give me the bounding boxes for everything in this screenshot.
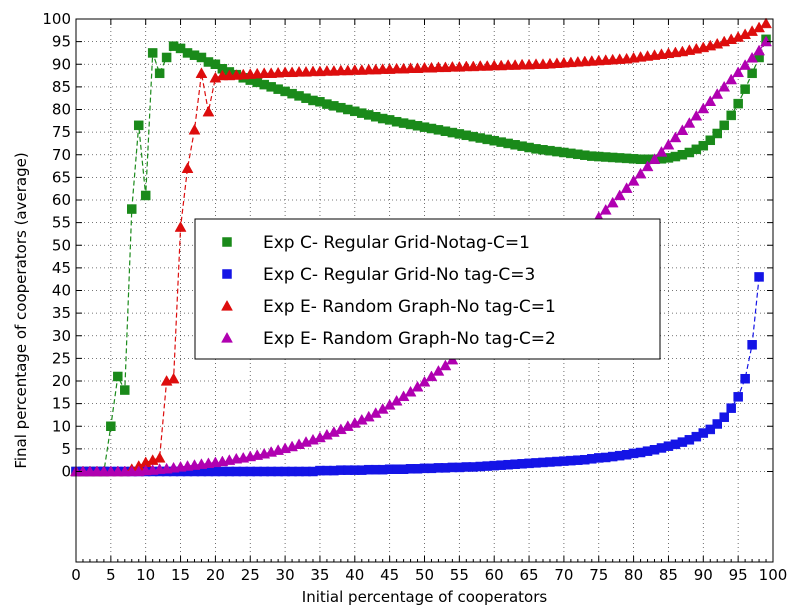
legend-marker-2 [223, 270, 232, 279]
x-tick-label: 5 [106, 566, 116, 584]
series-2-point [741, 374, 750, 383]
legend: Exp C- Regular Grid-Notag-C=1 Exp C- Regu… [195, 219, 660, 359]
x-tick-label: 50 [415, 566, 434, 584]
series-1-point [141, 191, 150, 200]
series-1-point [120, 386, 129, 395]
series-1-point [106, 422, 115, 431]
series-3-point [175, 222, 186, 232]
x-tick-label: 45 [380, 566, 399, 584]
y-tick-label: 15 [52, 395, 71, 413]
series-2-point [748, 340, 757, 349]
y-tick-label: 95 [52, 33, 71, 51]
series-3-point [182, 163, 193, 173]
series-2-point [720, 413, 729, 422]
x-tick-label: 60 [485, 566, 504, 584]
series-1-point [127, 205, 136, 214]
y-tick-label: 80 [52, 101, 71, 119]
y-tick-label: 30 [52, 327, 71, 345]
y-tick-label: 20 [52, 372, 71, 390]
series-3-point [189, 124, 200, 134]
y-tick-label: 40 [52, 282, 71, 300]
x-tick-label: 90 [694, 566, 713, 584]
series-1-point [134, 121, 143, 130]
y-tick-label: 90 [52, 55, 71, 73]
x-tick-label: 30 [276, 566, 295, 584]
x-tick-label: 95 [729, 566, 748, 584]
series-1-point [727, 111, 736, 120]
series-1-point [748, 69, 757, 78]
x-tick-label: 75 [589, 566, 608, 584]
x-tick-label: 65 [520, 566, 539, 584]
legend-label-2: Exp C- Regular Grid-No tag-C=3 [263, 265, 535, 285]
series-2-point [727, 404, 736, 413]
x-tick-label: 80 [624, 566, 643, 584]
x-tick-label: 0 [71, 566, 81, 584]
x-tick-label: 55 [450, 566, 469, 584]
series-1-point [155, 69, 164, 78]
series-1-point [713, 129, 722, 138]
y-tick-label: 45 [52, 259, 71, 277]
series-1-point [162, 53, 171, 62]
series-2-point [734, 392, 743, 401]
legend-label-3: Exp E- Random Graph-No tag-C=1 [263, 297, 556, 317]
y-tick-label: 50 [52, 236, 71, 254]
y-tick-label: 85 [52, 78, 71, 96]
x-tick-label: 20 [206, 566, 225, 584]
y-tick-label: 70 [52, 146, 71, 164]
series-3-point [154, 452, 165, 462]
y-tick-label: 35 [52, 304, 71, 322]
x-tick-label: 100 [759, 566, 788, 584]
x-tick-label: 15 [171, 566, 190, 584]
y-axis-label: Final percentage of cooperators (average… [12, 152, 30, 468]
series-1-point [734, 99, 743, 108]
series-1-point [148, 48, 157, 57]
series-1-point [741, 85, 750, 94]
y-tick-label: 0 [61, 463, 71, 481]
x-tick-label: 85 [659, 566, 678, 584]
y-tick-label: 65 [52, 168, 71, 186]
y-tick-label: 25 [52, 349, 71, 367]
series-3-point [196, 68, 207, 78]
x-tick-label: 40 [345, 566, 364, 584]
series-1-point [113, 372, 122, 381]
x-tick-label: 35 [310, 566, 329, 584]
y-tick-label: 10 [52, 417, 71, 435]
x-tick-label: 25 [241, 566, 260, 584]
series-3-point [761, 18, 772, 28]
legend-label-4: Exp E- Random Graph-No tag-C=2 [263, 329, 556, 349]
y-tick-label: 5 [61, 440, 71, 458]
series-3-point [203, 106, 214, 116]
y-tick-label: 60 [52, 191, 71, 209]
x-axis-label: Initial percentage of cooperators [302, 588, 548, 606]
x-tick-label: 70 [554, 566, 573, 584]
legend-marker-1 [223, 238, 232, 247]
series-3-point [168, 373, 179, 383]
series-2-point [755, 272, 764, 281]
y-tick-label: 100 [42, 10, 71, 28]
y-tick-label: 55 [52, 214, 71, 232]
series-1-point [720, 121, 729, 130]
y-tick-label: 75 [52, 123, 71, 141]
legend-label-1: Exp C- Regular Grid-Notag-C=1 [263, 233, 530, 253]
x-tick-label: 10 [136, 566, 155, 584]
